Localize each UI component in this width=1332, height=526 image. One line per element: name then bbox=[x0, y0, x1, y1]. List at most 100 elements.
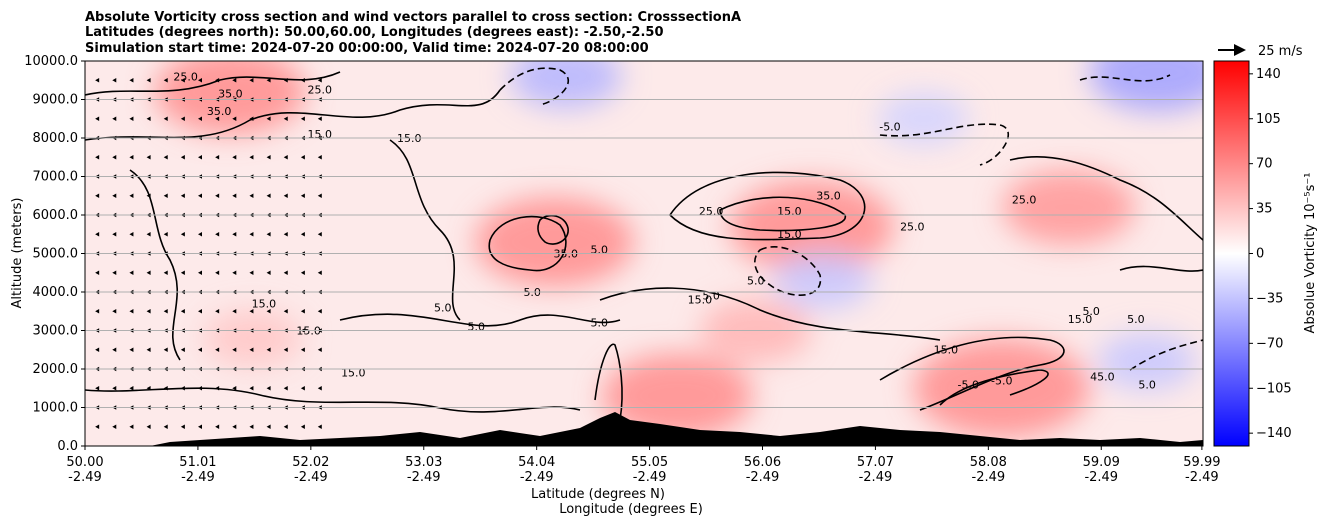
contour-label: 5.0 bbox=[1082, 305, 1100, 318]
wind-vector bbox=[180, 232, 185, 237]
wind-vector bbox=[95, 232, 100, 237]
contour-label: 15.0 bbox=[934, 344, 959, 357]
wind-vector bbox=[232, 309, 237, 314]
wind-vector bbox=[112, 386, 117, 391]
wind-vector bbox=[266, 232, 271, 237]
wind-vector bbox=[198, 193, 203, 198]
y-tick-label: 2000.0 bbox=[33, 362, 79, 377]
wind-vector bbox=[129, 424, 134, 429]
contour-line bbox=[1129, 339, 1203, 371]
wind-vector bbox=[215, 193, 220, 198]
wind-vector bbox=[95, 270, 100, 275]
x-tick-label-lon: -2.49 bbox=[520, 470, 554, 485]
y-axis: 0.0 1000.0 2000.0 3000.0 4000.0 5000.0 6000.0 7… bbox=[24, 54, 85, 454]
x-tick-label-lat: 56.06 bbox=[744, 455, 781, 470]
wind-vector bbox=[95, 386, 100, 391]
wind-vector bbox=[232, 424, 237, 429]
contour-line bbox=[1079, 74, 1171, 82]
wind-vector bbox=[112, 78, 117, 83]
y-tick-label: 9000.0 bbox=[33, 93, 79, 108]
wind-vector bbox=[198, 116, 203, 121]
contour-label: 5.0 bbox=[1127, 313, 1145, 326]
y-tick-label: 10000.0 bbox=[24, 54, 78, 69]
vorticity-region bbox=[729, 180, 894, 273]
wind-vector bbox=[78, 117, 82, 121]
wind-vector bbox=[266, 347, 271, 352]
wind-vector bbox=[215, 116, 220, 121]
wind-vector bbox=[249, 232, 254, 237]
colorbar-tick-label: 140 bbox=[1256, 67, 1281, 82]
contour-lines bbox=[85, 67, 1203, 421]
contour-label: 5.0 bbox=[702, 290, 720, 303]
wind-vector bbox=[266, 424, 271, 429]
wind-vector bbox=[163, 309, 168, 314]
wind-vector bbox=[283, 347, 288, 352]
x-tick-label-lon: -2.49 bbox=[294, 470, 328, 485]
x-tick-label-lon: -2.49 bbox=[68, 470, 102, 485]
wind-vector bbox=[112, 424, 117, 429]
wind-vector bbox=[95, 424, 100, 429]
contour-line bbox=[879, 123, 1009, 166]
wind-vector bbox=[283, 424, 288, 429]
contour-label: 35.0 bbox=[207, 105, 232, 118]
vorticity-region bbox=[1097, 332, 1197, 390]
wind-vector bbox=[317, 193, 322, 198]
wind-vector bbox=[249, 386, 254, 391]
contour-line bbox=[668, 171, 866, 241]
contour-line bbox=[129, 169, 181, 361]
contour-label: 15.0 bbox=[341, 367, 366, 380]
vorticity-region bbox=[773, 251, 873, 309]
contour-label: 25.0 bbox=[900, 220, 925, 233]
x-tick-label-lon: -2.49 bbox=[746, 470, 780, 485]
contour-label: 25.0 bbox=[173, 70, 198, 83]
vorticity-field-blobs bbox=[154, 61, 1203, 439]
wind-vector bbox=[317, 386, 322, 391]
contour-line bbox=[754, 246, 822, 296]
x-tick-label-lat: 51.01 bbox=[179, 455, 216, 470]
contour-line bbox=[339, 313, 621, 327]
wind-vector bbox=[283, 155, 288, 160]
vorticity-region bbox=[602, 353, 754, 439]
y-tick-label: 1000.0 bbox=[33, 401, 79, 416]
terrain-fill bbox=[85, 412, 1203, 446]
colorbar-tick-label: −105 bbox=[1256, 381, 1292, 396]
contour-label: 15.0 bbox=[308, 128, 333, 141]
x-tick-label-lat: 58.08 bbox=[970, 455, 1007, 470]
colorbar-tick-label: 70 bbox=[1256, 157, 1273, 172]
wind-vector bbox=[112, 232, 117, 237]
wind-vector bbox=[95, 116, 100, 121]
contour-label: 5.0 bbox=[434, 301, 452, 314]
wind-vector bbox=[198, 78, 203, 83]
wind-vector bbox=[198, 155, 203, 160]
contour-line bbox=[537, 214, 569, 245]
wind-vector bbox=[266, 193, 271, 198]
wind-vector bbox=[112, 116, 117, 121]
wind-vector bbox=[215, 232, 220, 237]
wind-vector bbox=[232, 347, 237, 352]
wind-vector bbox=[163, 424, 168, 429]
wind-vector bbox=[78, 386, 82, 390]
contour-label: 15.0 bbox=[1068, 313, 1093, 326]
wind-vector bbox=[95, 155, 100, 160]
contour-line bbox=[939, 369, 1049, 406]
contour-line bbox=[85, 387, 581, 413]
x-axis-label-lon: Longitude (degrees E) bbox=[559, 502, 703, 517]
contour-label: 45.0 bbox=[1090, 371, 1115, 384]
y-tick-label: 5000.0 bbox=[33, 247, 79, 262]
wind-vector bbox=[146, 78, 151, 83]
contour-label: 5.0 bbox=[468, 321, 486, 334]
wind-vector bbox=[146, 155, 151, 160]
x-tick-label-lat: 52.02 bbox=[292, 455, 329, 470]
wind-vector bbox=[266, 155, 271, 160]
contour-label: 5.0 bbox=[747, 274, 765, 287]
wind-vector bbox=[146, 347, 151, 352]
wind-vector bbox=[317, 232, 322, 237]
wind-vector bbox=[129, 386, 134, 391]
x-tick-label-lon: -2.49 bbox=[859, 470, 893, 485]
wind-vector bbox=[317, 309, 322, 314]
contour-line bbox=[499, 67, 569, 106]
wind-vector bbox=[249, 78, 254, 83]
wind-vector bbox=[129, 116, 134, 121]
vorticity-region bbox=[509, 61, 622, 109]
y-tick-label: 8000.0 bbox=[33, 131, 79, 146]
